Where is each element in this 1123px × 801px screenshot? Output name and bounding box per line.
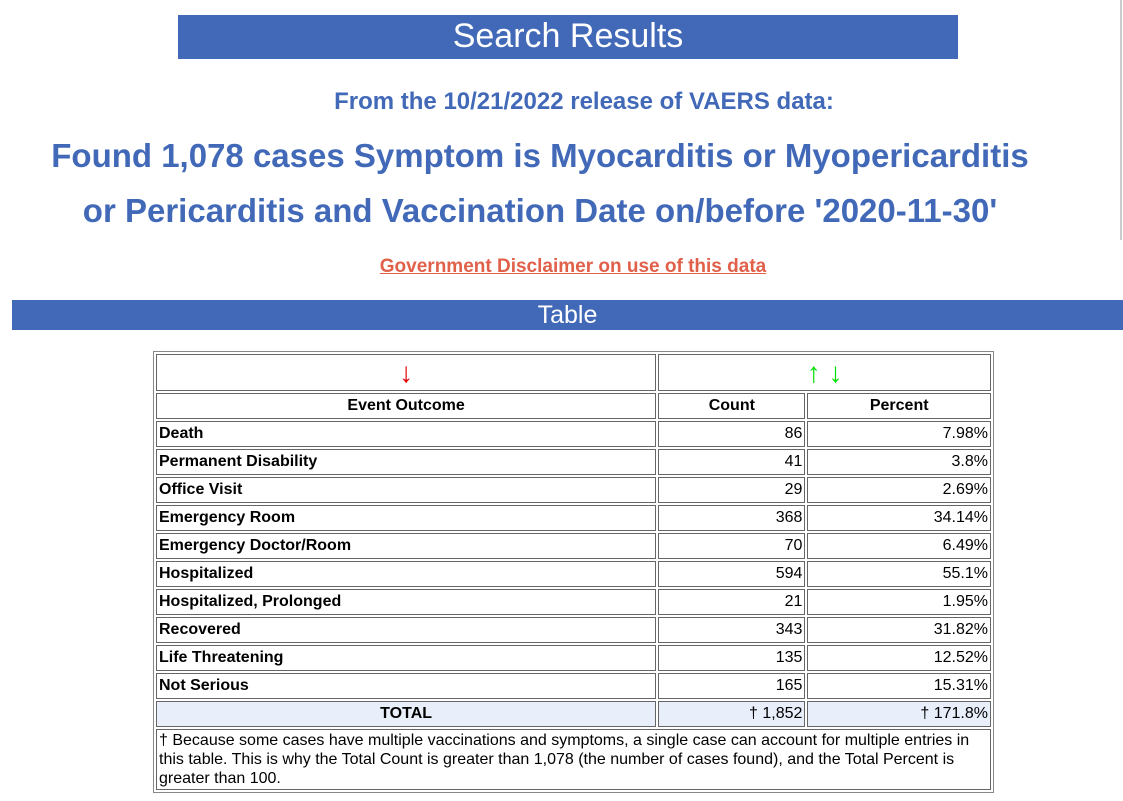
outcome-cell: Emergency Doctor/Room [156,533,657,559]
outcome-cell: Life Threatening [156,645,657,671]
search-summary-line-2: or Pericarditis and Vaccination Date on/… [82,192,998,229]
count-cell: 343 [658,617,806,643]
count-cell: 70 [658,533,806,559]
percent-cell: 3.8% [807,449,991,475]
percent-cell: 12.52% [807,645,991,671]
count-cell: 165 [658,673,806,699]
section-title: Table [12,300,1123,330]
total-percent: † 171.8% [807,701,991,727]
table-row: Life Threatening 135 12.52% [156,645,991,671]
outcome-cell: Hospitalized [156,561,657,587]
column-header-outcome: Event Outcome [156,393,657,419]
percent-cell: 31.82% [807,617,991,643]
count-cell: 594 [658,561,806,587]
table-row: Not Serious 165 15.31% [156,673,991,699]
footnote: † Because some cases have multiple vacci… [156,729,991,790]
percent-cell: 7.98% [807,421,991,447]
column-header-count: Count [658,393,806,419]
percent-cell: 15.31% [807,673,991,699]
count-cell: 368 [658,505,806,531]
outcome-cell: Office Visit [156,477,657,503]
total-count: † 1,852 [658,701,806,727]
percent-cell: 2.69% [807,477,991,503]
outcome-cell: Recovered [156,617,657,643]
count-cell: 41 [658,449,806,475]
percent-cell: 1.95% [807,589,991,615]
sort-down-icon[interactable]: ↓ [828,356,843,388]
count-cell: 86 [658,421,806,447]
percent-cell: 34.14% [807,505,991,531]
table-row: Office Visit 29 2.69% [156,477,991,503]
total-row: TOTAL † 1,852 † 171.8% [156,701,991,727]
table-row: Death 86 7.98% [156,421,991,447]
scrollbar-edge [1120,0,1122,240]
search-summary-line-1: Found 1,078 cases Symptom is Myocarditis… [51,137,1029,174]
outcome-cell: Permanent Disability [156,449,657,475]
count-cell: 135 [658,645,806,671]
sort-arrows: ↑ ↓ [658,354,991,391]
outcome-cell: Hospitalized, Prolonged [156,589,657,615]
count-cell: 21 [658,589,806,615]
results-table: ↓ ↑ ↓ Event Outcome Count Percent Death 8… [153,351,994,793]
table-row: Recovered 343 31.82% [156,617,991,643]
column-header-percent: Percent [807,393,991,419]
disclaimer-link[interactable]: Government Disclaimer on use of this dat… [379,256,767,277]
outcome-cell: Death [156,421,657,447]
percent-cell: 6.49% [807,533,991,559]
release-subtitle: From the 10/21/2022 release of VAERS dat… [334,88,834,115]
count-cell: 29 [658,477,806,503]
outcome-cell: Emergency Room [156,505,657,531]
table-row: Emergency Room 368 34.14% [156,505,991,531]
sort-up-icon[interactable]: ↑ [806,356,821,388]
total-label: TOTAL [156,701,657,727]
table-row: Hospitalized 594 55.1% [156,561,991,587]
table-row: Hospitalized, Prolonged 21 1.95% [156,589,991,615]
page-title: Search Results [178,15,958,59]
outcome-cell: Not Serious [156,673,657,699]
table-row: Emergency Doctor/Room 70 6.49% [156,533,991,559]
sort-down-icon[interactable]: ↓ [156,354,657,391]
percent-cell: 55.1% [807,561,991,587]
table-row: Permanent Disability 41 3.8% [156,449,991,475]
